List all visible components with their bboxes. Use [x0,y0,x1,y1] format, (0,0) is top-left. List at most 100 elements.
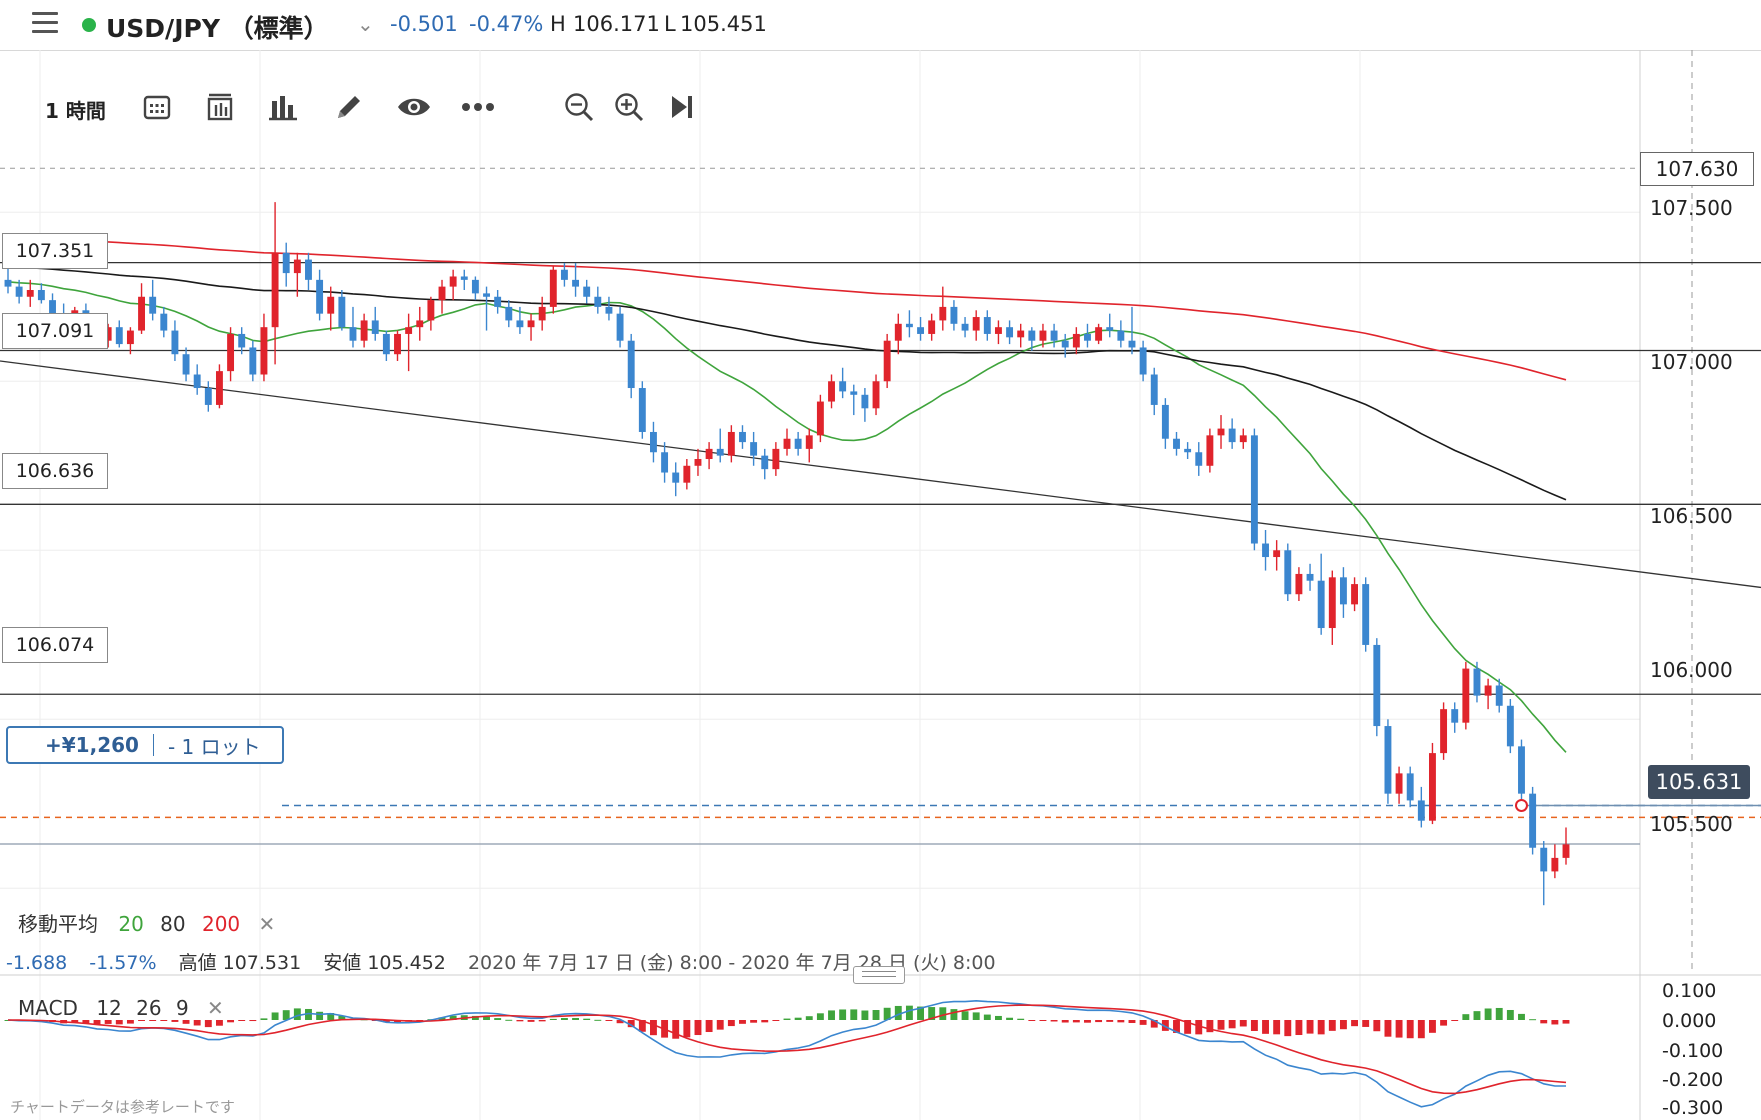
candle-up [1295,573,1303,595]
header-high-label: H [550,12,566,36]
candle-down [37,290,45,301]
macd-hist-positive [950,1009,958,1020]
macd-hist-negative [193,1020,201,1026]
candle-down [1518,746,1525,794]
candle-up [727,431,735,456]
macd-remove-icon[interactable]: ✕ [207,996,224,1020]
macd-hist-negative [1250,1020,1258,1031]
zoom-in-icon[interactable] [612,85,646,129]
chevron-down-icon[interactable]: ⌄ [357,12,374,36]
candle-down [850,391,858,395]
ma200-line [7,235,1567,381]
macd-hist-negative [761,1020,769,1023]
macd-hist-negative [1128,1020,1136,1023]
macd-hist-negative [1139,1020,1147,1025]
macd-hist-negative [249,1020,257,1022]
candle-up [1551,857,1559,872]
macd-hist-negative [1440,1020,1448,1026]
zoom-out-icon[interactable] [562,85,596,129]
macd-axis-label: 0.000 [1662,1010,1717,1032]
candle-down [672,472,680,483]
macd-hist-positive [905,1005,913,1020]
position-badge[interactable]: +¥1,260 - 1 ロット [6,726,284,764]
bar-chart-icon[interactable] [266,85,300,129]
candle-down [516,320,524,328]
macd-hist-positive [438,1017,446,1020]
macd-hist-positive [560,1018,568,1020]
eye-icon[interactable] [394,85,434,129]
ma-legend: 移動平均 20 80 200 ✕ [18,908,275,937]
calendar-icon[interactable] [140,85,174,129]
candle-up [1206,435,1214,466]
macd-hist-positive [972,1012,980,1020]
level-label[interactable]: 107.091 [2,313,108,349]
level-label[interactable]: 106.074 [2,627,108,663]
candle-up [449,276,457,287]
macd-hist-negative [1195,1020,1203,1035]
candle-down [1184,448,1192,453]
range-low: 105.452 [367,952,446,974]
level-label[interactable]: 106.636 [2,453,108,489]
macd-hist-negative [382,1020,390,1023]
macd-hist-negative [1417,1020,1425,1039]
macd-hist-negative [1161,1020,1169,1031]
candle-up [260,327,268,375]
menu-icon[interactable] [32,12,58,34]
header-bar: USD/JPY （標準） ⌄ -0.501 -0.47% H 106.171 L… [0,0,1761,51]
pane-resize-handle[interactable] [853,966,905,984]
candle-up [1562,844,1570,858]
candle-up [438,286,446,301]
candle-down [1161,404,1169,439]
candle-down [583,286,591,297]
macd-hist-negative [227,1020,235,1023]
candle-down [839,381,847,392]
macd-hist-positive [305,1008,312,1020]
macd-hist-negative [672,1020,680,1039]
macd-hist-negative [1339,1020,1347,1030]
macd-axis-label: -0.300 [1662,1097,1724,1119]
candle-down [1284,550,1292,595]
skip-end-icon[interactable] [665,85,699,129]
macd-hist-negative [1562,1020,1570,1024]
macd-hist-positive [338,1015,346,1020]
trend-line [0,360,1761,589]
position-lots: - 1 ロット [167,734,261,759]
candle-down [961,323,969,331]
macd-hist-negative [1295,1020,1303,1036]
candle-range-icon[interactable] [203,85,237,129]
price-label: 107.500 [1650,196,1733,220]
more-icon[interactable] [458,85,498,129]
macd-hist-negative [683,1020,691,1038]
macd-hist-positive [1506,1009,1514,1020]
pencil-icon[interactable] [332,85,366,129]
macd-hist-positive [805,1016,813,1020]
candle-up [772,448,780,470]
position-pnl: +¥1,260 [45,733,139,757]
candle-down [15,286,23,297]
candle-down [1050,330,1058,341]
macd-hist-negative [149,1020,157,1021]
macd-hist-negative [1406,1020,1414,1039]
ma-remove-icon[interactable]: ✕ [258,912,276,936]
macd-hist-negative [160,1020,168,1021]
price-chart[interactable] [0,50,1761,1120]
candle-down [661,452,669,473]
candle-up [405,327,413,334]
level-label[interactable]: 107.351 [2,233,108,269]
candle-down [917,327,924,334]
macd-hist-positive [850,1009,858,1020]
macd-hist-positive [1017,1018,1025,1020]
candle-down [1195,452,1203,466]
timeframe-selector[interactable]: 1 時間 [45,99,106,123]
macd-hist-negative [1150,1020,1158,1028]
candle-down [761,455,769,470]
macd-hist-positive [1495,1007,1503,1020]
candle-down [382,333,390,355]
candle-down [1106,327,1114,331]
macd-hist-negative [1306,1020,1314,1034]
price-label: 106.000 [1650,658,1733,682]
candle-down [149,296,157,314]
candle-down [1262,543,1269,558]
header-change-pct: -0.47% [469,12,544,36]
candle-down [349,327,357,341]
